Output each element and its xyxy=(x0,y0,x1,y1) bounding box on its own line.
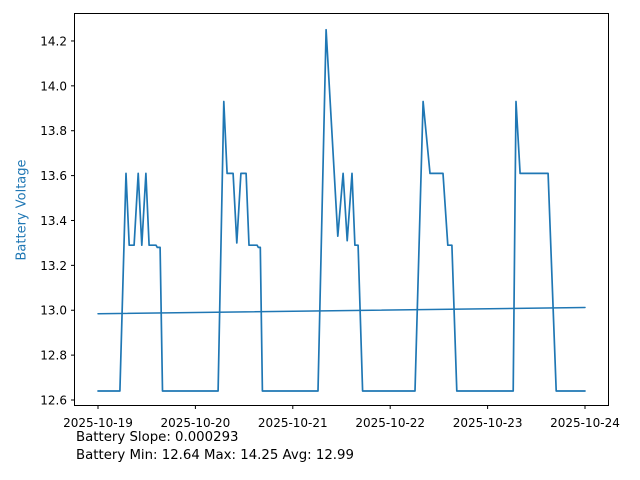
x-tick-label: 2025-10-19 xyxy=(63,416,133,430)
y-tick-label: 13.2 xyxy=(40,259,67,273)
y-tick-label: 13.6 xyxy=(40,169,67,183)
battery-slope-text: Battery Slope: 0.000293 xyxy=(76,430,239,445)
y-tick-label: 13.4 xyxy=(40,214,67,228)
trend-line xyxy=(97,306,586,315)
y-tick-label: 13.8 xyxy=(40,124,67,138)
y-tick-label: 12.8 xyxy=(40,349,67,363)
battery-minmax-avg-text: Battery Min: 12.64 Max: 14.25 Avg: 12.99 xyxy=(76,448,354,463)
x-tick-label: 2025-10-22 xyxy=(355,416,425,430)
plot-frame xyxy=(74,13,609,406)
battery-voltage-line xyxy=(97,28,586,392)
y-tick-label: 12.6 xyxy=(40,394,67,408)
y-tick-label: 14.0 xyxy=(40,79,67,93)
y-tick-label: 13.0 xyxy=(40,304,67,318)
y-axis-label: Battery Voltage xyxy=(14,159,30,261)
x-tick-label: 2025-10-21 xyxy=(258,416,328,430)
x-tick-label: 2025-10-20 xyxy=(161,416,231,430)
x-tick-label: 2025-10-24 xyxy=(550,416,620,430)
y-tick-label: 14.2 xyxy=(40,34,67,48)
x-tick-label: 2025-10-23 xyxy=(453,416,523,430)
